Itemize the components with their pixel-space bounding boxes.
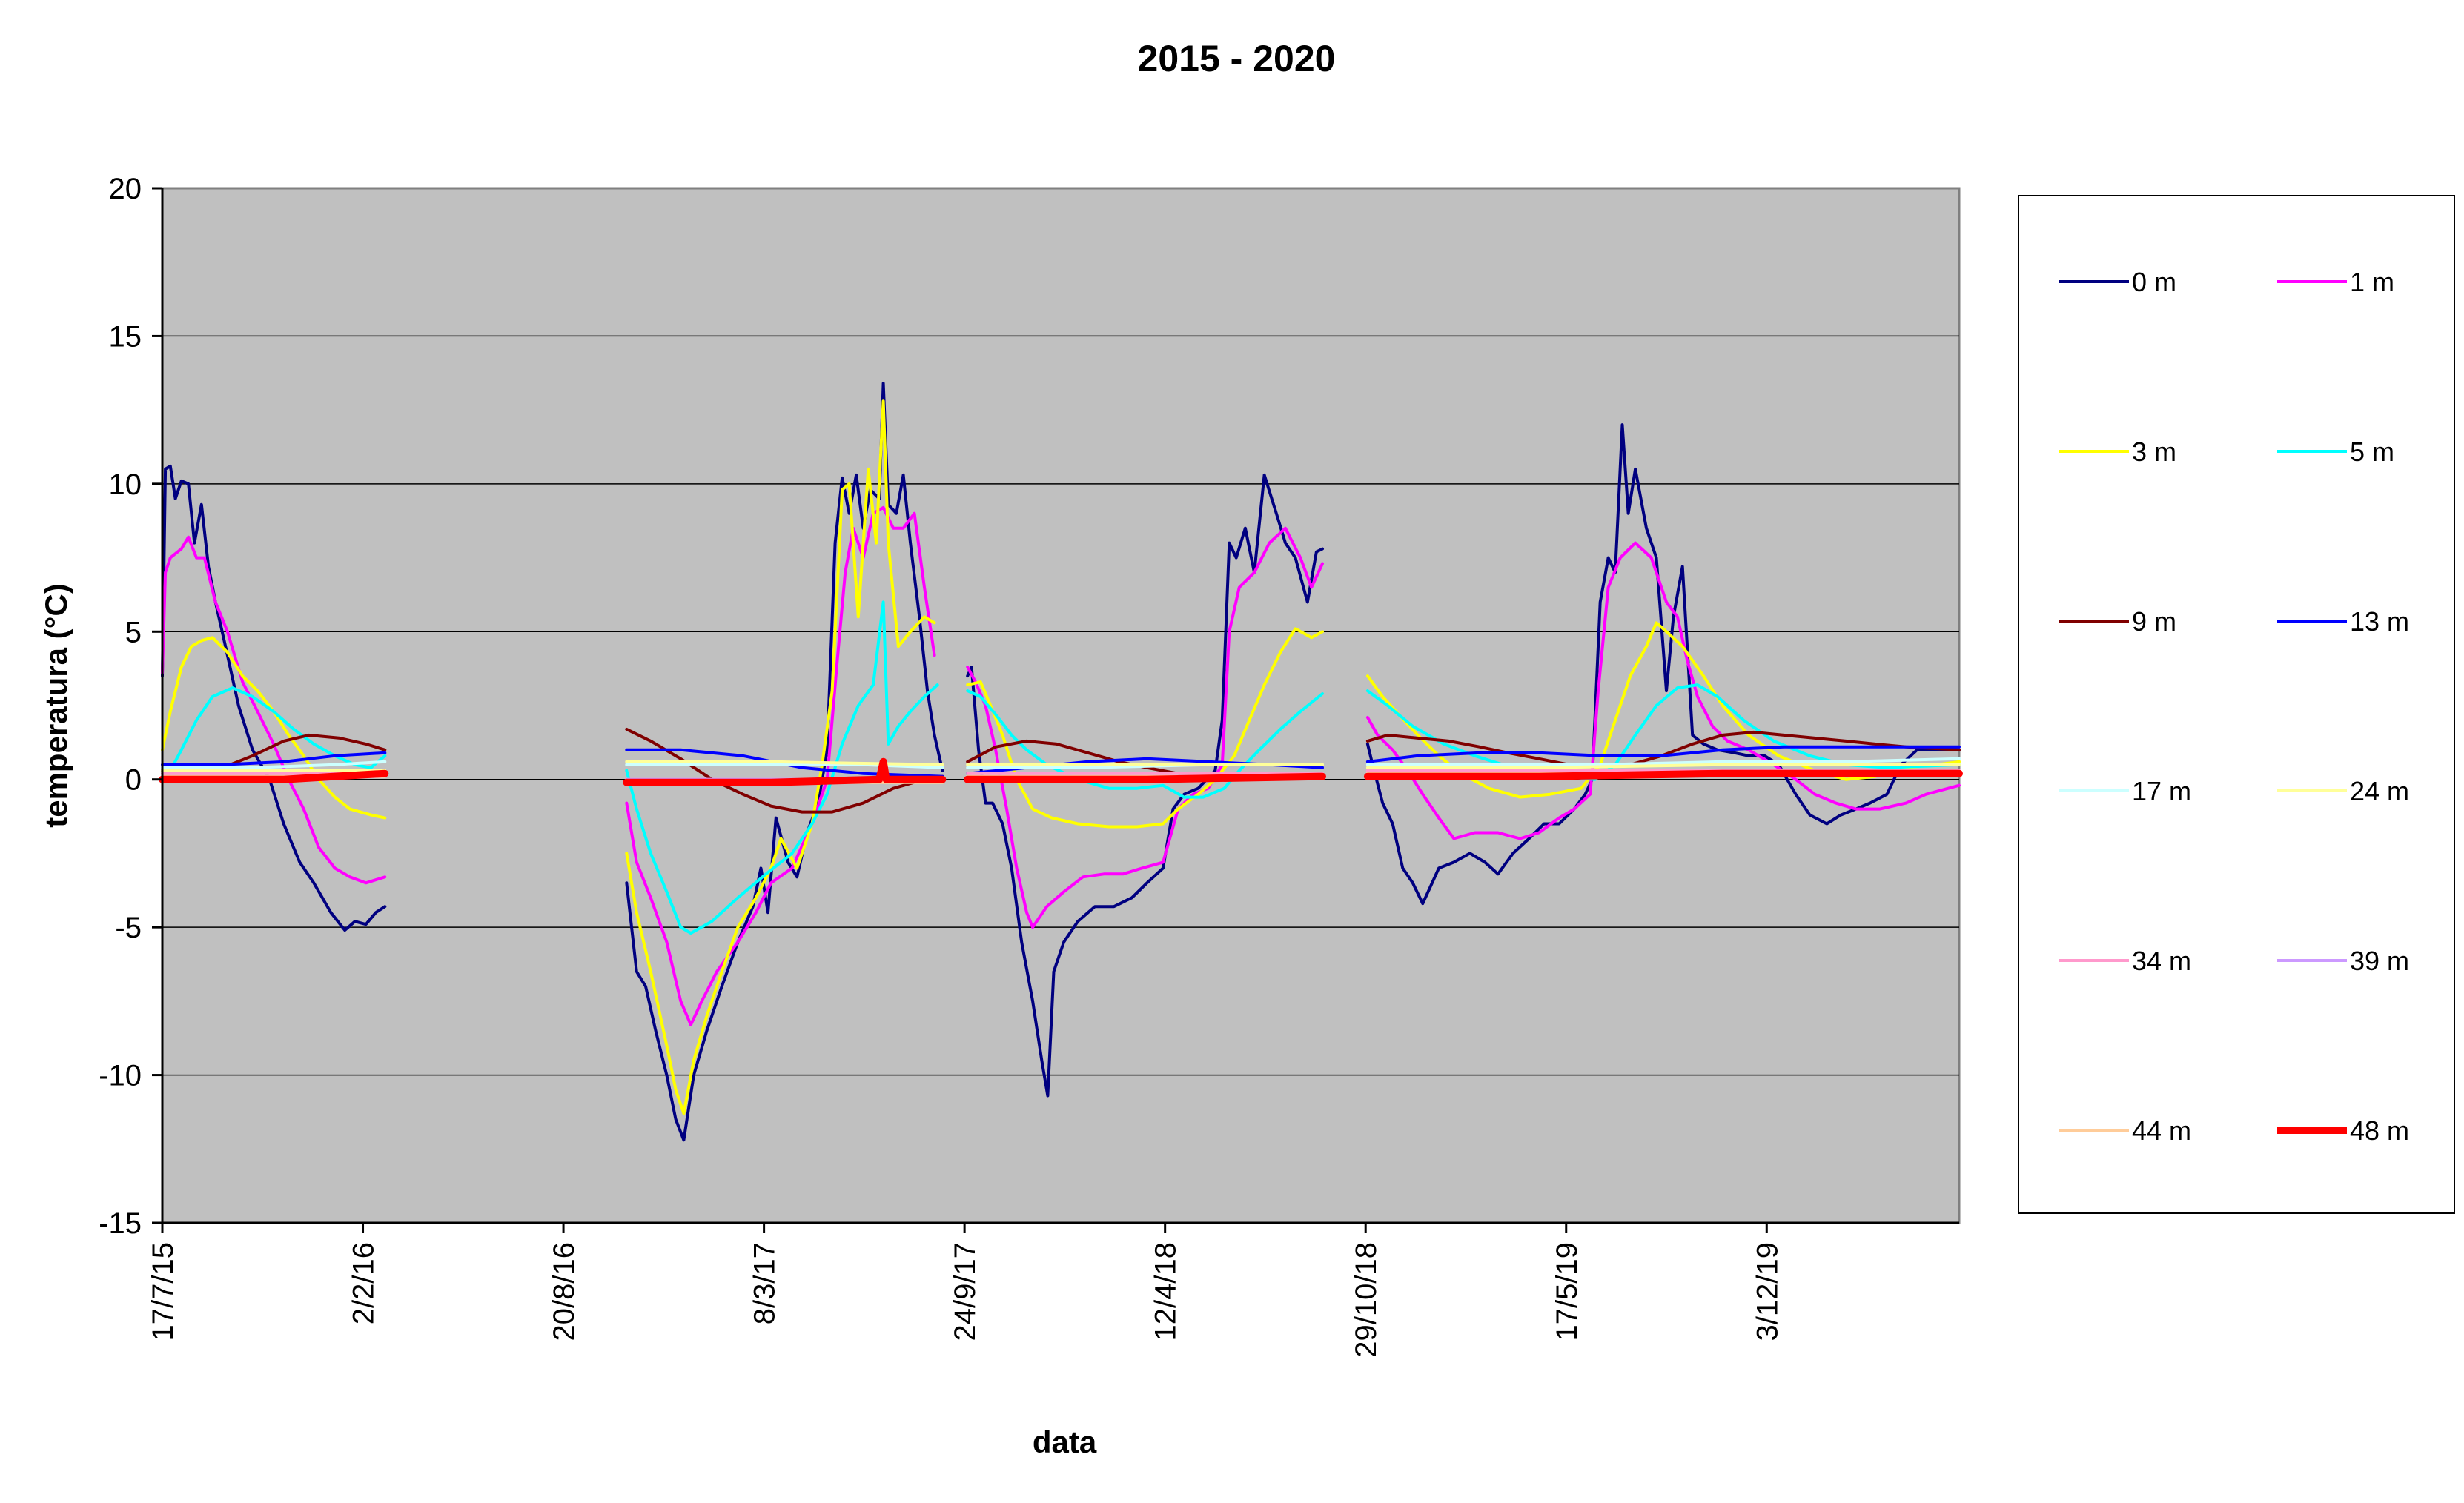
legend-label: 13 m	[2350, 606, 2409, 637]
x-tick-label: 17/5/19	[1551, 1242, 1583, 1341]
y-tick-label: 0	[125, 764, 142, 797]
y-axis-title: temperatura (°C)	[39, 583, 73, 828]
chart-title: 2015 - 2020	[1138, 38, 1336, 79]
legend-label: 39 m	[2350, 946, 2409, 976]
y-tick-label: -10	[99, 1060, 142, 1092]
legend-label: 0 m	[2132, 267, 2176, 297]
x-tick-label: 29/10/18	[1350, 1242, 1382, 1358]
legend-label: 48 m	[2350, 1115, 2409, 1146]
plot-background	[161, 187, 1961, 1224]
y-tick-label: 5	[125, 616, 142, 648]
series-line-9m	[161, 727, 1961, 814]
series-line-3m	[161, 399, 1961, 1115]
legend-label: 34 m	[2132, 946, 2191, 976]
series-line-48m	[159, 757, 1963, 786]
x-axis-title: data	[1033, 1424, 1097, 1459]
legend: 0 m 1 m 3 m 5 m 9 m 13 m 17 m 24 m 34 m 39 m 44 m 4…	[2018, 195, 2455, 1214]
legend-label: 1 m	[2350, 267, 2394, 297]
legend-box	[2018, 195, 2455, 1214]
plot-area	[159, 187, 1963, 1224]
x-tick-label: 24/9/17	[949, 1242, 981, 1341]
y-axis-ticks: -15 -10 -5 0 5 10 15 20	[99, 173, 162, 1240]
legend-label: 5 m	[2350, 437, 2394, 467]
y-tick-label: 20	[109, 173, 142, 205]
x-tick-label: 2/2/16	[348, 1242, 380, 1324]
x-tick-label: 12/4/18	[1150, 1242, 1182, 1341]
x-tick-label: 3/12/19	[1751, 1242, 1784, 1341]
y-tick-label: 15	[109, 320, 142, 353]
x-axis-ticks: 17/7/15 2/2/16 20/8/16 8/3/17 24/9/17 12/4/18…	[147, 1223, 1784, 1358]
y-tick-label: 10	[109, 468, 142, 501]
x-tick-label: 20/8/16	[548, 1242, 580, 1341]
x-tick-label: 17/7/15	[147, 1242, 179, 1341]
series-line-5m	[161, 600, 1961, 935]
y-tick-label: -15	[99, 1207, 142, 1240]
y-tick-label: -5	[115, 912, 142, 944]
legend-label: 9 m	[2132, 606, 2176, 637]
legend-label: 3 m	[2132, 437, 2176, 467]
series-line-24m	[161, 760, 1961, 772]
x-tick-label: 8/3/17	[749, 1242, 781, 1324]
series-line-17m	[161, 757, 1961, 769]
series-layer	[159, 382, 1963, 1142]
legend-label: 24 m	[2350, 776, 2409, 806]
legend-label: 44 m	[2132, 1115, 2191, 1146]
legend-label: 17 m	[2132, 776, 2191, 806]
